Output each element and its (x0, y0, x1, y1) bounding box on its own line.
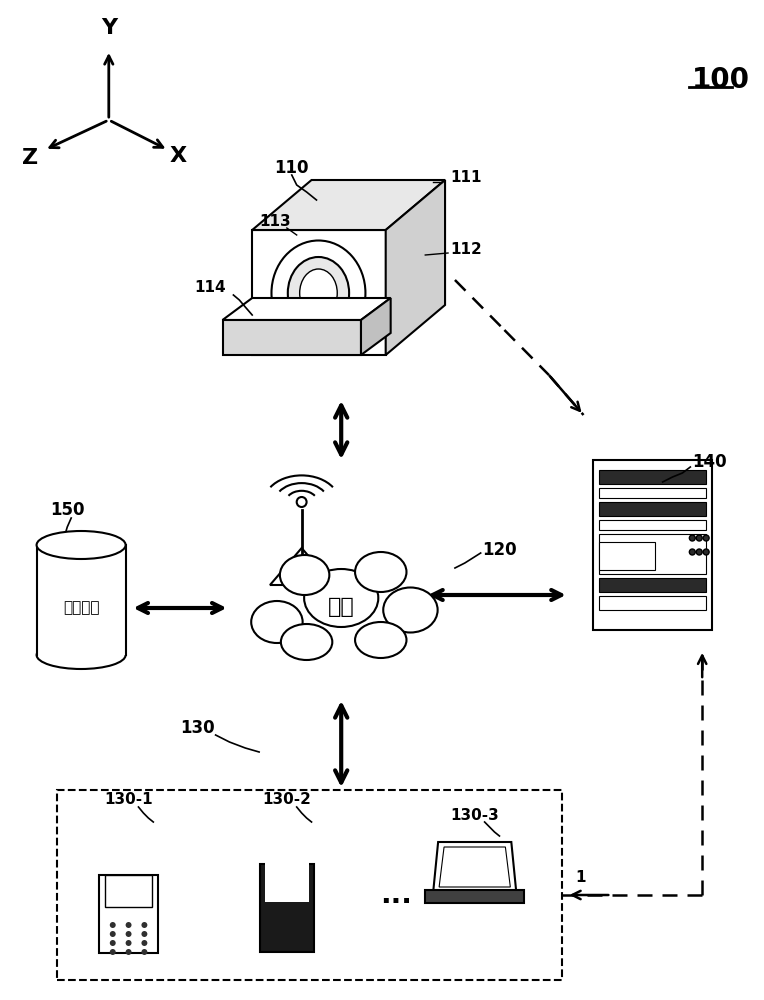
Circle shape (696, 535, 702, 541)
Circle shape (125, 949, 131, 955)
Ellipse shape (251, 601, 303, 643)
Text: 150: 150 (50, 501, 85, 519)
Ellipse shape (238, 548, 445, 652)
Circle shape (141, 931, 147, 937)
Bar (265, 836, 309, 902)
Bar (99, 875, 158, 953)
Ellipse shape (37, 531, 125, 559)
Text: ...: ... (380, 881, 412, 909)
Bar (599, 578, 706, 592)
Text: 网络: 网络 (328, 597, 354, 617)
Ellipse shape (355, 552, 406, 592)
Ellipse shape (271, 240, 365, 346)
Text: 140: 140 (692, 453, 727, 471)
Text: 130: 130 (180, 719, 215, 737)
Bar (37, 545, 125, 655)
Text: 114: 114 (194, 280, 225, 296)
Bar (599, 520, 706, 530)
Polygon shape (386, 180, 445, 355)
Text: 存储设备: 存储设备 (63, 600, 99, 615)
Ellipse shape (281, 624, 332, 660)
Circle shape (296, 497, 306, 507)
Ellipse shape (355, 622, 406, 658)
Polygon shape (252, 230, 386, 355)
Circle shape (689, 549, 695, 555)
Polygon shape (361, 298, 390, 355)
Bar (599, 502, 706, 516)
Bar (105, 875, 152, 907)
Circle shape (703, 535, 709, 541)
Polygon shape (270, 548, 333, 585)
Polygon shape (222, 298, 390, 320)
Text: 112: 112 (450, 242, 482, 257)
Ellipse shape (384, 587, 438, 633)
Polygon shape (433, 842, 516, 892)
Circle shape (141, 940, 147, 946)
Circle shape (125, 922, 131, 928)
Text: 1: 1 (575, 870, 586, 886)
Circle shape (141, 922, 147, 928)
Ellipse shape (288, 257, 349, 329)
Circle shape (703, 549, 709, 555)
Bar (260, 864, 313, 952)
Bar (57, 790, 562, 980)
Text: Y: Y (101, 18, 117, 38)
Polygon shape (439, 847, 510, 887)
Circle shape (125, 931, 131, 937)
Text: X: X (170, 146, 186, 166)
Polygon shape (252, 180, 445, 230)
Ellipse shape (299, 269, 337, 317)
Text: 130-3: 130-3 (450, 808, 499, 822)
Bar (599, 534, 706, 574)
Text: 130-1: 130-1 (104, 792, 153, 808)
Text: 120: 120 (483, 541, 517, 559)
Text: 100: 100 (692, 66, 750, 94)
Bar (599, 488, 706, 498)
Text: 113: 113 (259, 215, 291, 230)
Circle shape (689, 535, 695, 541)
Circle shape (141, 949, 147, 955)
Bar (594, 460, 712, 630)
Bar (599, 596, 706, 610)
Circle shape (110, 940, 115, 946)
Ellipse shape (37, 641, 125, 669)
Polygon shape (222, 320, 361, 355)
Ellipse shape (280, 555, 329, 595)
Bar (599, 542, 655, 570)
Circle shape (696, 549, 702, 555)
Bar (426, 890, 524, 903)
Circle shape (110, 922, 115, 928)
Bar (599, 470, 706, 484)
Ellipse shape (304, 569, 378, 627)
Circle shape (110, 931, 115, 937)
Circle shape (125, 940, 131, 946)
Text: 130-2: 130-2 (262, 792, 311, 808)
Text: 111: 111 (450, 170, 481, 186)
Circle shape (110, 949, 115, 955)
Text: 110: 110 (274, 159, 309, 177)
Text: Z: Z (21, 148, 37, 168)
